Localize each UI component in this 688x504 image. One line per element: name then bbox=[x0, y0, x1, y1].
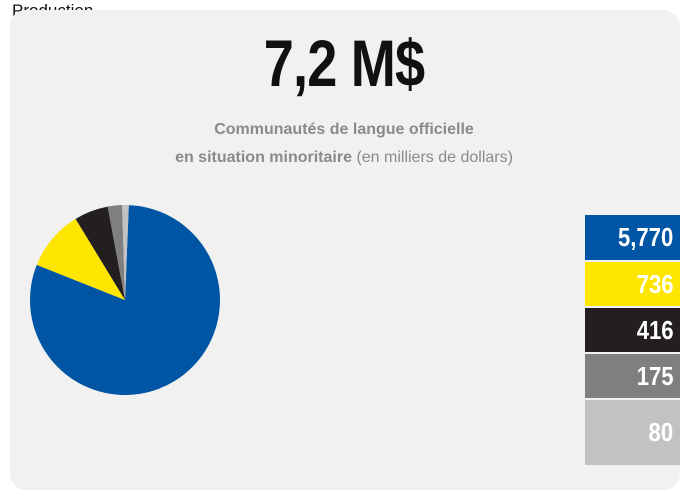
value-box: 80 bbox=[585, 400, 680, 465]
subtitle: Communautés de langue officielle bbox=[0, 120, 688, 140]
pie-slice bbox=[107, 205, 125, 300]
pie-slice bbox=[29, 205, 221, 395]
subtitle-note: (en milliers de dollars) bbox=[356, 149, 513, 166]
value-label: 5,770 bbox=[617, 222, 674, 252]
value-label: 175 bbox=[636, 360, 674, 391]
value-label: 736 bbox=[636, 268, 674, 299]
value-box: 416 bbox=[585, 308, 680, 352]
title: 7,2 M$ bbox=[263, 26, 425, 100]
subtitle: en situation minoritaire (en milliers de… bbox=[0, 148, 688, 168]
subtitle-line: en situation minoritaire bbox=[175, 149, 352, 166]
pie-chart bbox=[29, 205, 221, 395]
subtitle-line: Communautés de langue officielle bbox=[214, 121, 474, 138]
pie-slice bbox=[36, 218, 126, 300]
value-label: 416 bbox=[636, 314, 674, 345]
value-box: 5,770 bbox=[585, 215, 680, 260]
value-label: 80 bbox=[648, 417, 674, 447]
pie-slice bbox=[75, 206, 125, 300]
value-box: 175 bbox=[585, 354, 680, 398]
pie-slice bbox=[122, 205, 129, 300]
value-box: 736 bbox=[585, 262, 680, 306]
